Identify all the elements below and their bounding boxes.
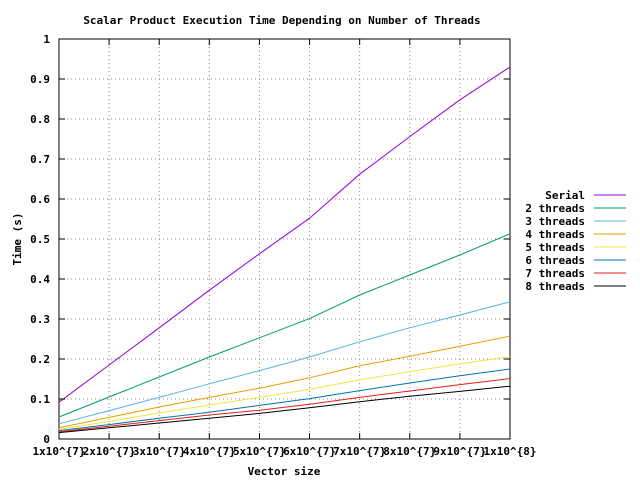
y-tick-label-3: 0.3: [30, 313, 50, 326]
chart-ticks: 0 0.1 0.2 0.3 0.4 0.5 0.6 0.7 0.8 0.9 1 1x10^{7}2x1…: [30, 33, 536, 458]
y-tick-label-0: 0: [43, 433, 50, 446]
y-axis-title: Time (s): [11, 213, 24, 266]
y-tick-label-9: 0.9: [30, 73, 50, 86]
x-tick-label-1: 1x10^{7}: [33, 445, 86, 458]
series-line-4: [58, 335, 511, 429]
x-axis-title: Vector size: [248, 465, 321, 478]
x-tick-label-10: 1x10^{8}: [484, 445, 537, 458]
x-tick-label-6: 6x10^{7}: [283, 445, 336, 458]
legend-label-8: 8 threads: [525, 280, 585, 293]
series-line-8: [58, 385, 511, 434]
series-line-3: [58, 301, 511, 425]
x-tick-label-9: 9x10^{7}: [433, 445, 486, 458]
chart-title: Scalar Product Execution Time Depending …: [83, 14, 480, 27]
x-tick-label-3: 3x10^{7}: [133, 445, 186, 458]
x-tick-label-5: 5x10^{7}: [233, 445, 286, 458]
y-tick-label-4: 0.4: [30, 273, 50, 286]
legend-label-4: 4 threads: [525, 228, 585, 241]
y-tick-label-2: 0.2: [30, 353, 50, 366]
series-line-2: [58, 233, 511, 418]
series-line-7: [58, 378, 511, 433]
x-tick-label-4: 4x10^{7}: [183, 445, 236, 458]
series-line-1: [58, 66, 511, 403]
legend-label-5: 5 threads: [525, 241, 585, 254]
y-tick-label-1: 0.1: [30, 393, 50, 406]
series-line-5: [58, 356, 511, 430]
y-tick-label-5: 0.5: [30, 233, 50, 246]
x-tick-label-2: 2x10^{7}: [83, 445, 136, 458]
legend-label-7: 7 threads: [525, 267, 585, 280]
x-tick-label-8: 8x10^{7}: [383, 445, 436, 458]
chart-series: [58, 66, 511, 434]
legend-label-6: 6 threads: [525, 254, 585, 267]
y-tick-label-7: 0.7: [30, 153, 50, 166]
legend-label-1: Serial: [545, 189, 585, 202]
legend-label-2: 2 threads: [525, 202, 585, 215]
y-tick-label-10: 1: [43, 33, 50, 46]
y-tick-label-8: 0.8: [30, 113, 50, 126]
legend-label-3: 3 threads: [525, 215, 585, 228]
series-line-6: [58, 368, 511, 432]
x-tick-label-7: 7x10^{7}: [333, 445, 386, 458]
y-tick-label-6: 0.6: [30, 193, 50, 206]
